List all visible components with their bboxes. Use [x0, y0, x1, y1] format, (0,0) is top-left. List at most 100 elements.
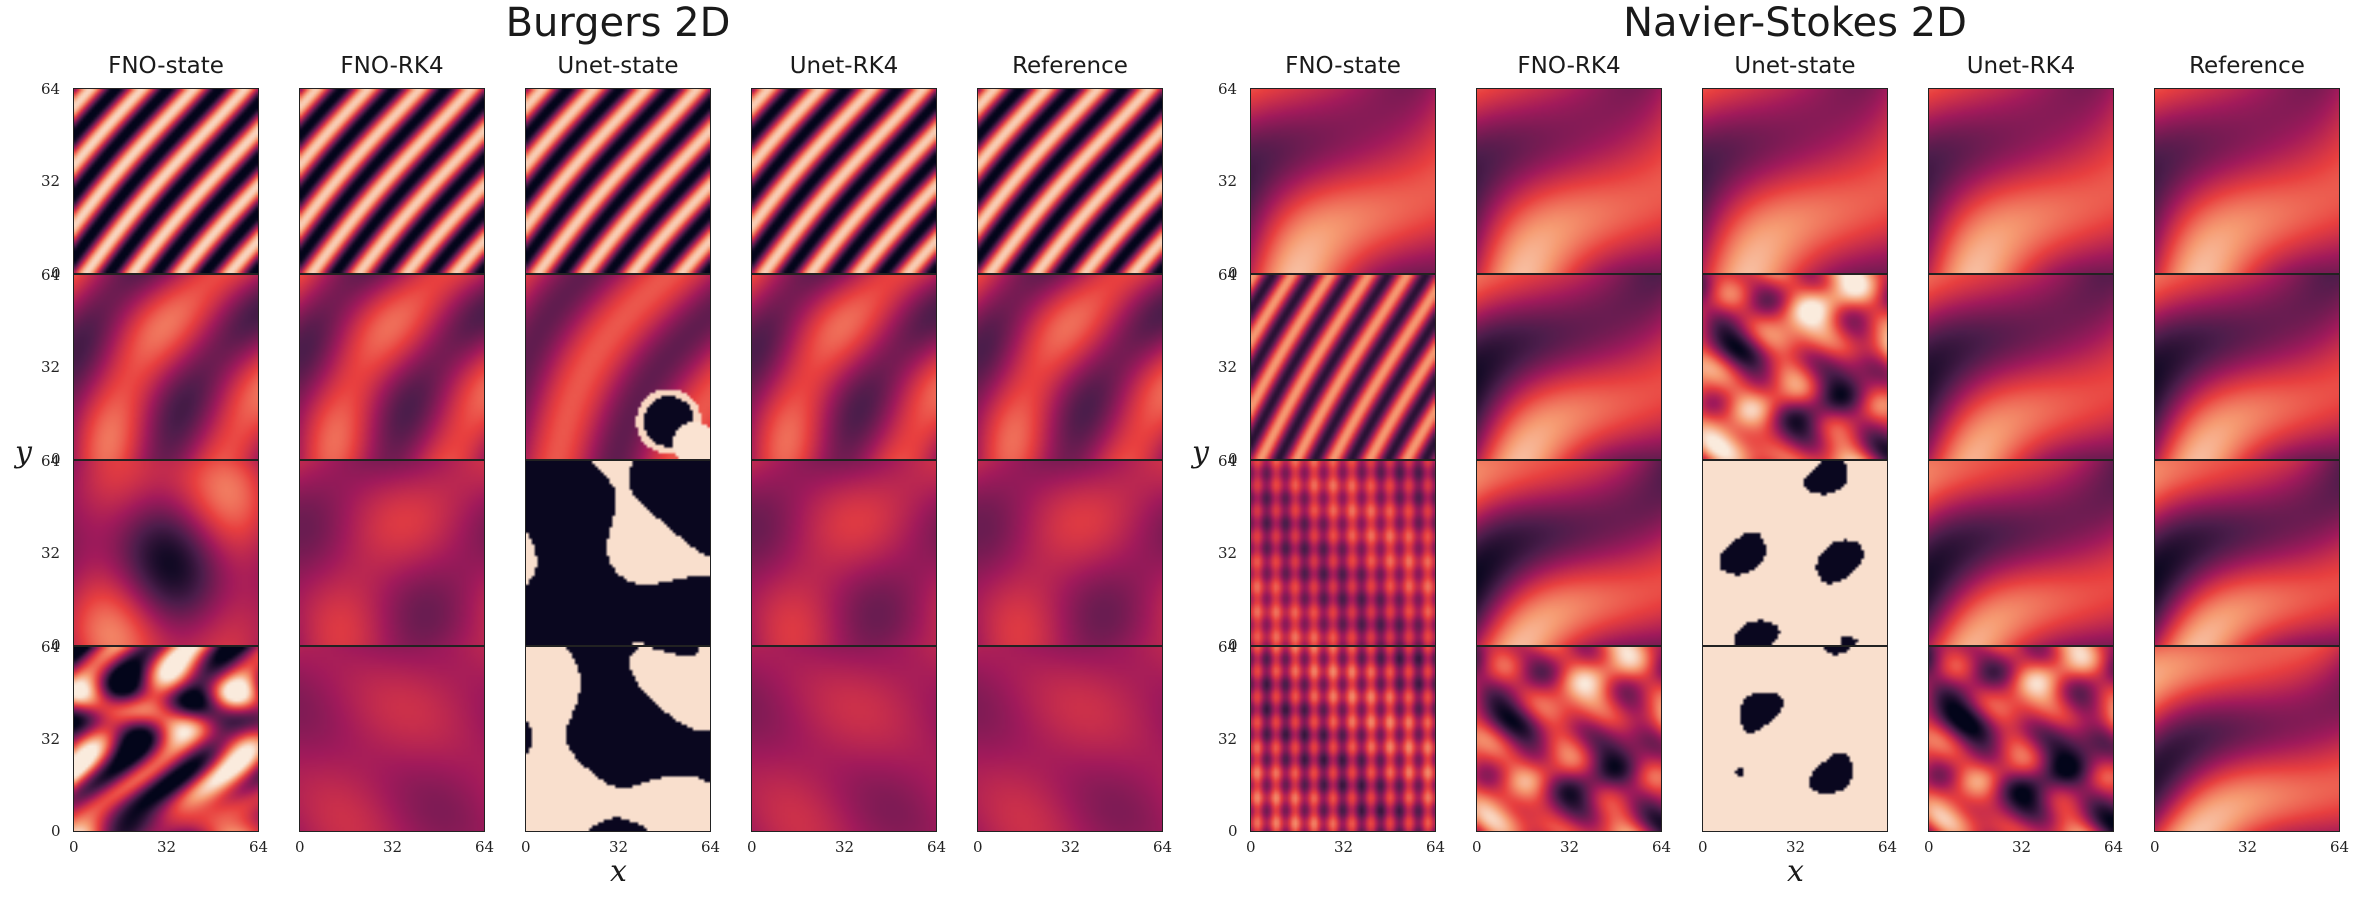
- heatmap-panel-1-2-1: [1702, 274, 1888, 460]
- y-tick-0-0-3: 0: [51, 822, 61, 840]
- heatmap-panel-1-3-2: [1928, 460, 2114, 646]
- heatmap-panel-0-4-1: [977, 274, 1163, 460]
- x-tick-32-1-3: 32: [2012, 838, 2032, 856]
- group-title-1: Navier-Stokes 2D: [1623, 0, 1967, 46]
- y-tick-32-0-2: 32: [41, 544, 61, 562]
- x-tick-32-1-1: 32: [1560, 838, 1580, 856]
- column-title-1-4: Reference: [2189, 53, 2305, 79]
- x-tick-32-0-1: 32: [383, 838, 403, 856]
- x-axis-label-0: x: [610, 854, 627, 889]
- heatmap-panel-0-2-0: [525, 88, 711, 274]
- x-tick-0-1-4: 0: [2150, 838, 2160, 856]
- heatmap-panel-0-0-0: [73, 88, 259, 274]
- heatmap-panel-0-0-1: [73, 274, 259, 460]
- heatmap-panel-0-4-0: [977, 88, 1163, 274]
- heatmap-panel-0-1-3: [299, 646, 485, 832]
- x-tick-64-1-2: 64: [1878, 838, 1898, 856]
- x-tick-0-1-1: 0: [1472, 838, 1482, 856]
- heatmap-panel-1-1-0: [1476, 88, 1662, 274]
- y-tick-0-1-1: 0: [1228, 450, 1238, 468]
- column-title-0-3: Unet-RK4: [789, 53, 899, 79]
- y-tick-32-1-2: 32: [1218, 544, 1238, 562]
- column-title-1-3: Unet-RK4: [1966, 53, 2076, 79]
- x-tick-0-0-3: 0: [747, 838, 757, 856]
- heatmap-panel-0-4-3: [977, 646, 1163, 832]
- y-tick-0-1-3: 0: [1228, 822, 1238, 840]
- y-tick-32-1-3: 32: [1218, 730, 1238, 748]
- heatmap-panel-0-0-3: [73, 646, 259, 832]
- y-tick-0-0-0: 0: [51, 264, 61, 282]
- y-tick-64-1-3: 64: [1218, 638, 1238, 656]
- x-tick-0-1-3: 0: [1924, 838, 1934, 856]
- heatmap-panel-0-2-2: [525, 460, 711, 646]
- column-title-1-1: FNO-RK4: [1517, 53, 1621, 79]
- x-tick-64-0-4: 64: [1153, 838, 1173, 856]
- heatmap-panel-1-3-0: [1928, 88, 2114, 274]
- x-tick-64-0-1: 64: [475, 838, 495, 856]
- y-tick-64-1-2: 64: [1218, 452, 1238, 470]
- y-tick-0-0-2: 0: [51, 636, 61, 654]
- column-title-1-0: FNO-state: [1285, 53, 1401, 79]
- y-tick-64-0-1: 64: [41, 266, 61, 284]
- heatmap-panel-1-2-2: [1702, 460, 1888, 646]
- y-axis-label-1: y: [1192, 435, 1209, 470]
- heatmap-panel-1-1-1: [1476, 274, 1662, 460]
- x-tick-32-1-4: 32: [2238, 838, 2258, 856]
- x-tick-32-0-2: 32: [609, 838, 629, 856]
- column-title-0-4: Reference: [1012, 53, 1128, 79]
- heatmap-panel-1-4-1: [2154, 274, 2340, 460]
- column-title-0-0: FNO-state: [108, 53, 224, 79]
- y-tick-64-1-0: 64: [1218, 80, 1238, 98]
- heatmap-panel-0-2-3: [525, 646, 711, 832]
- x-axis-label-1: x: [1787, 854, 1804, 889]
- heatmap-panel-1-4-2: [2154, 460, 2340, 646]
- y-tick-32-1-0: 32: [1218, 172, 1238, 190]
- y-tick-64-0-3: 64: [41, 638, 61, 656]
- heatmap-panel-1-1-2: [1476, 460, 1662, 646]
- heatmap-panel-0-2-1: [525, 274, 711, 460]
- x-tick-32-0-4: 32: [1061, 838, 1081, 856]
- column-title-0-1: FNO-RK4: [340, 53, 444, 79]
- y-tick-0-0-1: 0: [51, 450, 61, 468]
- column-title-0-2: Unet-state: [557, 53, 679, 79]
- heatmap-panel-0-3-2: [751, 460, 937, 646]
- x-tick-0-1-0: 0: [1246, 838, 1256, 856]
- heatmap-panel-0-3-3: [751, 646, 937, 832]
- x-tick-64-1-3: 64: [2104, 838, 2124, 856]
- x-tick-64-1-4: 64: [2330, 838, 2350, 856]
- x-tick-0-0-4: 0: [973, 838, 983, 856]
- heatmap-panel-1-1-3: [1476, 646, 1662, 832]
- heatmap-panel-0-3-0: [751, 88, 937, 274]
- y-tick-32-0-0: 32: [41, 172, 61, 190]
- heatmap-panel-1-4-3: [2154, 646, 2340, 832]
- heatmap-panel-1-0-3: [1250, 646, 1436, 832]
- y-tick-32-1-1: 32: [1218, 358, 1238, 376]
- heatmap-panel-0-0-2: [73, 460, 259, 646]
- heatmap-panel-1-3-3: [1928, 646, 2114, 832]
- heatmap-panel-1-0-0: [1250, 88, 1436, 274]
- heatmap-panel-1-2-0: [1702, 88, 1888, 274]
- x-tick-32-1-0: 32: [1334, 838, 1354, 856]
- y-axis-label-0: y: [15, 435, 32, 470]
- x-tick-64-1-1: 64: [1652, 838, 1672, 856]
- x-tick-64-1-0: 64: [1426, 838, 1446, 856]
- x-tick-0-1-2: 0: [1698, 838, 1708, 856]
- x-tick-32-1-2: 32: [1786, 838, 1806, 856]
- y-tick-32-0-1: 32: [41, 358, 61, 376]
- heatmap-panel-1-2-3: [1702, 646, 1888, 832]
- heatmap-panel-0-1-2: [299, 460, 485, 646]
- column-title-1-2: Unet-state: [1734, 53, 1856, 79]
- y-tick-32-0-3: 32: [41, 730, 61, 748]
- heatmap-panel-1-4-0: [2154, 88, 2340, 274]
- y-tick-64-0-2: 64: [41, 452, 61, 470]
- x-tick-32-0-3: 32: [835, 838, 855, 856]
- heatmap-panel-0-1-1: [299, 274, 485, 460]
- heatmap-panel-1-3-1: [1928, 274, 2114, 460]
- x-tick-0-0-0: 0: [69, 838, 79, 856]
- heatmap-panel-0-3-1: [751, 274, 937, 460]
- x-tick-0-0-2: 0: [521, 838, 531, 856]
- heatmap-panel-0-1-0: [299, 88, 485, 274]
- x-tick-64-0-0: 64: [249, 838, 269, 856]
- x-tick-64-0-2: 64: [701, 838, 721, 856]
